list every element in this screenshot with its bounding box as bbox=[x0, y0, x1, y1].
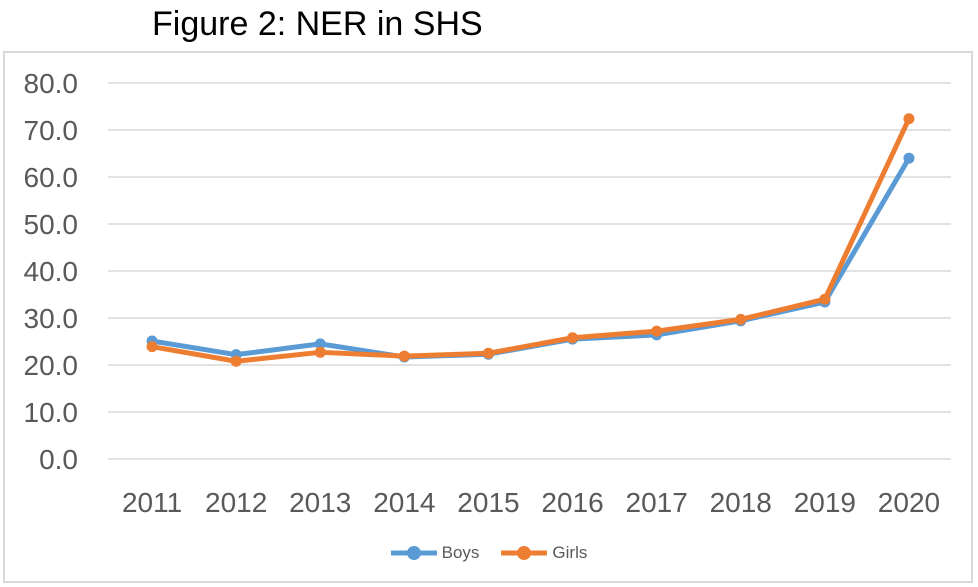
y-tick-label: 10.0 bbox=[24, 397, 79, 428]
y-tick-label: 80.0 bbox=[24, 68, 79, 99]
girls-marker bbox=[819, 293, 831, 305]
x-tick-label: 2013 bbox=[289, 487, 351, 518]
girls-marker bbox=[230, 355, 242, 367]
boys-line-marker-icon bbox=[390, 546, 437, 560]
boys-marker bbox=[903, 152, 915, 164]
x-tick-label: 2018 bbox=[710, 487, 772, 518]
x-tick-label: 2017 bbox=[626, 487, 688, 518]
girls-marker bbox=[398, 350, 410, 362]
y-tick-label: 20.0 bbox=[24, 350, 79, 381]
girls-line-marker-icon bbox=[501, 546, 548, 560]
girls-marker bbox=[567, 332, 579, 344]
y-tick-label: 40.0 bbox=[24, 256, 79, 287]
girls-marker bbox=[735, 313, 747, 325]
x-tick-label: 2016 bbox=[541, 487, 603, 518]
y-tick-label: 70.0 bbox=[24, 115, 79, 146]
x-tick-label: 2011 bbox=[122, 487, 182, 518]
girls-marker bbox=[651, 325, 663, 337]
chart-title: Figure 2: NER in SHS bbox=[152, 5, 483, 43]
legend: Boys Girls bbox=[0, 538, 978, 568]
girls-marker bbox=[903, 113, 915, 125]
boys-marker bbox=[314, 338, 326, 350]
gridlines bbox=[108, 82, 951, 460]
girls-series bbox=[146, 113, 915, 367]
x-tick-label: 2015 bbox=[457, 487, 519, 518]
y-tick-label: 0.0 bbox=[39, 444, 78, 475]
legend-item-boys[interactable]: Boys bbox=[390, 543, 480, 563]
girls-marker bbox=[314, 346, 326, 358]
girls-line bbox=[149, 116, 912, 364]
y-tick-label: 60.0 bbox=[24, 162, 79, 193]
x-tick-label: 2020 bbox=[878, 487, 940, 518]
x-tick-label: 2012 bbox=[205, 487, 267, 518]
legend-item-girls[interactable]: Girls bbox=[501, 543, 587, 563]
girls-marker bbox=[482, 347, 494, 359]
boys-series bbox=[146, 152, 915, 363]
y-tick-label: 50.0 bbox=[24, 209, 79, 240]
y-tick-label: 30.0 bbox=[24, 303, 79, 334]
y-axis-labels: 0.0 10.0 20.0 30.0 40.0 50.0 60.0 70.0 80.0 bbox=[24, 68, 79, 475]
x-tick-label: 2014 bbox=[373, 487, 435, 518]
x-tick-label: 2019 bbox=[794, 487, 856, 518]
girls-marker bbox=[146, 341, 158, 353]
plot-border bbox=[3, 51, 973, 583]
boys-line bbox=[149, 155, 912, 360]
legend-label-girls: Girls bbox=[552, 543, 588, 562]
legend-label-boys: Boys bbox=[441, 543, 480, 562]
x-axis-labels: 2011 2012 2013 2014 2015 2016 2017 2018 2019 2020 bbox=[122, 487, 940, 518]
